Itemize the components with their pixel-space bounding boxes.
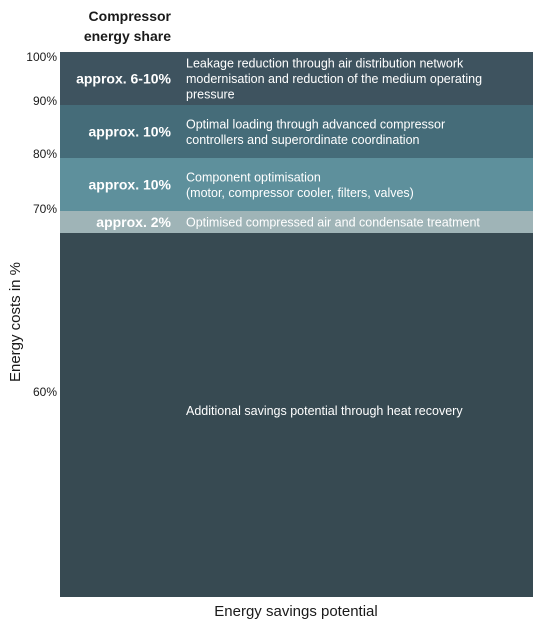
- y-tick-label: 80%: [33, 147, 57, 161]
- segment-description-line: controllers and superordinate coordinati…: [186, 133, 420, 147]
- x-axis-title: Energy savings potential: [214, 603, 377, 620]
- segment-3: Component optimisation (motor, compressor…: [60, 158, 533, 211]
- segment-bar: [60, 233, 533, 597]
- segment-description-line: Optimal loading through advanced compres…: [186, 117, 445, 131]
- chart-header: Compressor energy share: [84, 8, 172, 44]
- y-tick-label: 100%: [26, 50, 57, 64]
- chart-title-line-1: Compressor: [89, 8, 172, 24]
- segment-description-line: pressure: [186, 88, 235, 102]
- segment-5: Additional savings potential through hea…: [60, 233, 533, 597]
- segment-description-line: Leakage reduction through air distributi…: [186, 57, 464, 71]
- segment-description-line: modernisation and reduction of the mediu…: [186, 72, 482, 86]
- segment-1: Leakage reduction through air distributi…: [60, 52, 533, 105]
- segment-share-label: approx. 10%: [89, 177, 172, 193]
- segment-description-line: Component optimisation: [186, 170, 321, 184]
- segment-bar: [60, 211, 533, 233]
- stacked-segments: Leakage reduction through air distributi…: [60, 52, 533, 597]
- segment-share-label: approx. 10%: [89, 124, 172, 140]
- chart-title-line-2: energy share: [84, 28, 171, 44]
- segment-description-line: Optimised compressed air and condensate …: [186, 216, 480, 230]
- segment-share-label: approx. 6-10%: [76, 71, 171, 87]
- segment-description-line: Additional savings potential through hea…: [186, 404, 463, 418]
- y-axis-title: Energy costs in %: [7, 262, 24, 382]
- segment-2: Optimal loading through advanced compres…: [60, 105, 533, 158]
- y-tick-label: 90%: [33, 94, 57, 108]
- segment-description-line: (motor, compressor cooler, filters, valv…: [186, 186, 414, 200]
- y-axis-ticks: 100% 90% 80% 70% 60%: [26, 50, 57, 399]
- y-tick-label: 60%: [33, 385, 57, 399]
- segment-4: Optimised compressed air and condensate …: [60, 211, 533, 233]
- segment-bar: [60, 158, 533, 211]
- segment-bar: [60, 52, 533, 105]
- y-tick-label: 70%: [33, 202, 57, 216]
- segment-bar: [60, 105, 533, 158]
- segment-share-label: approx. 2%: [96, 214, 171, 230]
